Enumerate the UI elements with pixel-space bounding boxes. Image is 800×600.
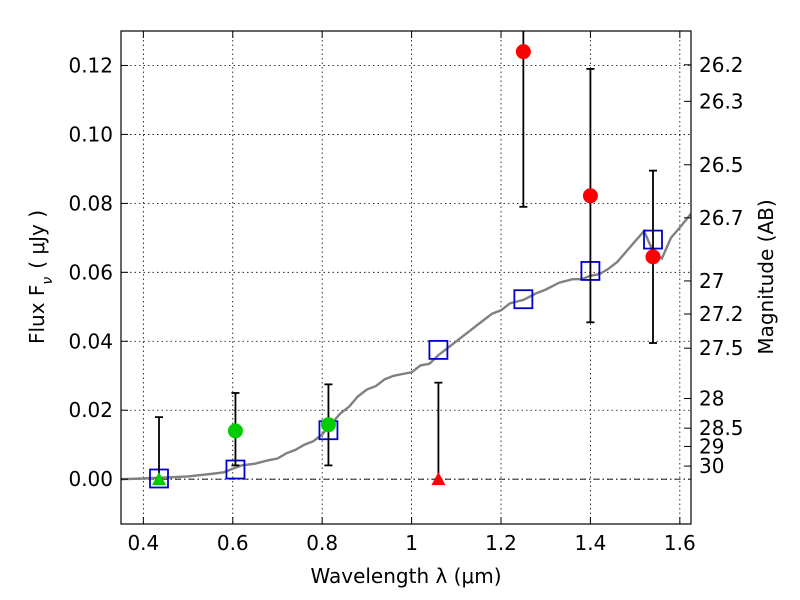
magnitude-tick-label: 26.5 <box>699 153 744 177</box>
magnitude-tick-label: 28.5 <box>699 416 744 440</box>
magnitude-tick-label: 26.2 <box>699 53 744 77</box>
ticks: 0.4 0.6 0.8 1 1.2 1.4 1.6 0.00 0.02 0.04 0.06 0.08 0… <box>68 31 744 555</box>
y-tick-label: 0.04 <box>68 329 113 353</box>
y-axis-label-right: Magnitude (AB) <box>754 199 778 354</box>
x-tick-label: 1.6 <box>664 531 696 555</box>
y-tick-label: 0.08 <box>68 191 113 215</box>
magnitude-tick-label: 28 <box>699 387 724 411</box>
data-point-circle <box>320 417 336 433</box>
y-axis-label-unit: ( μJy ) <box>25 210 49 269</box>
data-point-circle <box>582 188 598 204</box>
upper-limit-triangle <box>152 472 166 486</box>
template-sed-line <box>121 212 691 481</box>
upper-limit-triangle <box>431 472 446 486</box>
x-axis-label: Wavelength λ (μm) <box>310 564 501 588</box>
y-tick-label: 0.10 <box>68 122 113 146</box>
y-axis-label-text: Flux F <box>25 285 49 344</box>
x-tick-label: 0.4 <box>127 531 159 555</box>
x-tick-label: 0.8 <box>306 531 338 555</box>
y-axis-label-subscript: ν <box>40 277 56 285</box>
markers <box>149 31 663 489</box>
magnitude-tick-label: 27 <box>699 269 724 293</box>
data-point-circle <box>645 249 661 265</box>
x-tick-label: 0.6 <box>217 531 249 555</box>
plot-area <box>121 212 691 481</box>
magnitude-tick-label: 26.7 <box>699 206 744 230</box>
y-axis-label-left: Flux Fν ( μJy ) <box>25 210 56 344</box>
magnitude-tick-label: 30 <box>699 454 724 478</box>
y-tick-label: 0.02 <box>68 398 113 422</box>
x-tick-label: 1.2 <box>485 531 517 555</box>
magnitude-tick-label: 27.2 <box>699 302 744 326</box>
model-point-square <box>428 339 449 360</box>
data-point-circle <box>227 423 243 439</box>
x-tick-label: 1.4 <box>575 531 607 555</box>
y-tick-label: 0.12 <box>68 53 113 77</box>
model-point-square <box>513 289 534 310</box>
plot-frame <box>120 30 692 525</box>
y-tick-label: 0.00 <box>68 467 113 491</box>
magnitude-tick-label: 27.5 <box>699 336 744 360</box>
magnitude-tick-label: 26.3 <box>699 89 744 113</box>
y-tick-label: 0.06 <box>68 260 113 284</box>
grid-lines <box>121 31 691 524</box>
x-tick-label: 1 <box>405 531 418 555</box>
data-point-circle <box>515 44 531 60</box>
magnitude-tick-label: 29 <box>699 434 724 458</box>
